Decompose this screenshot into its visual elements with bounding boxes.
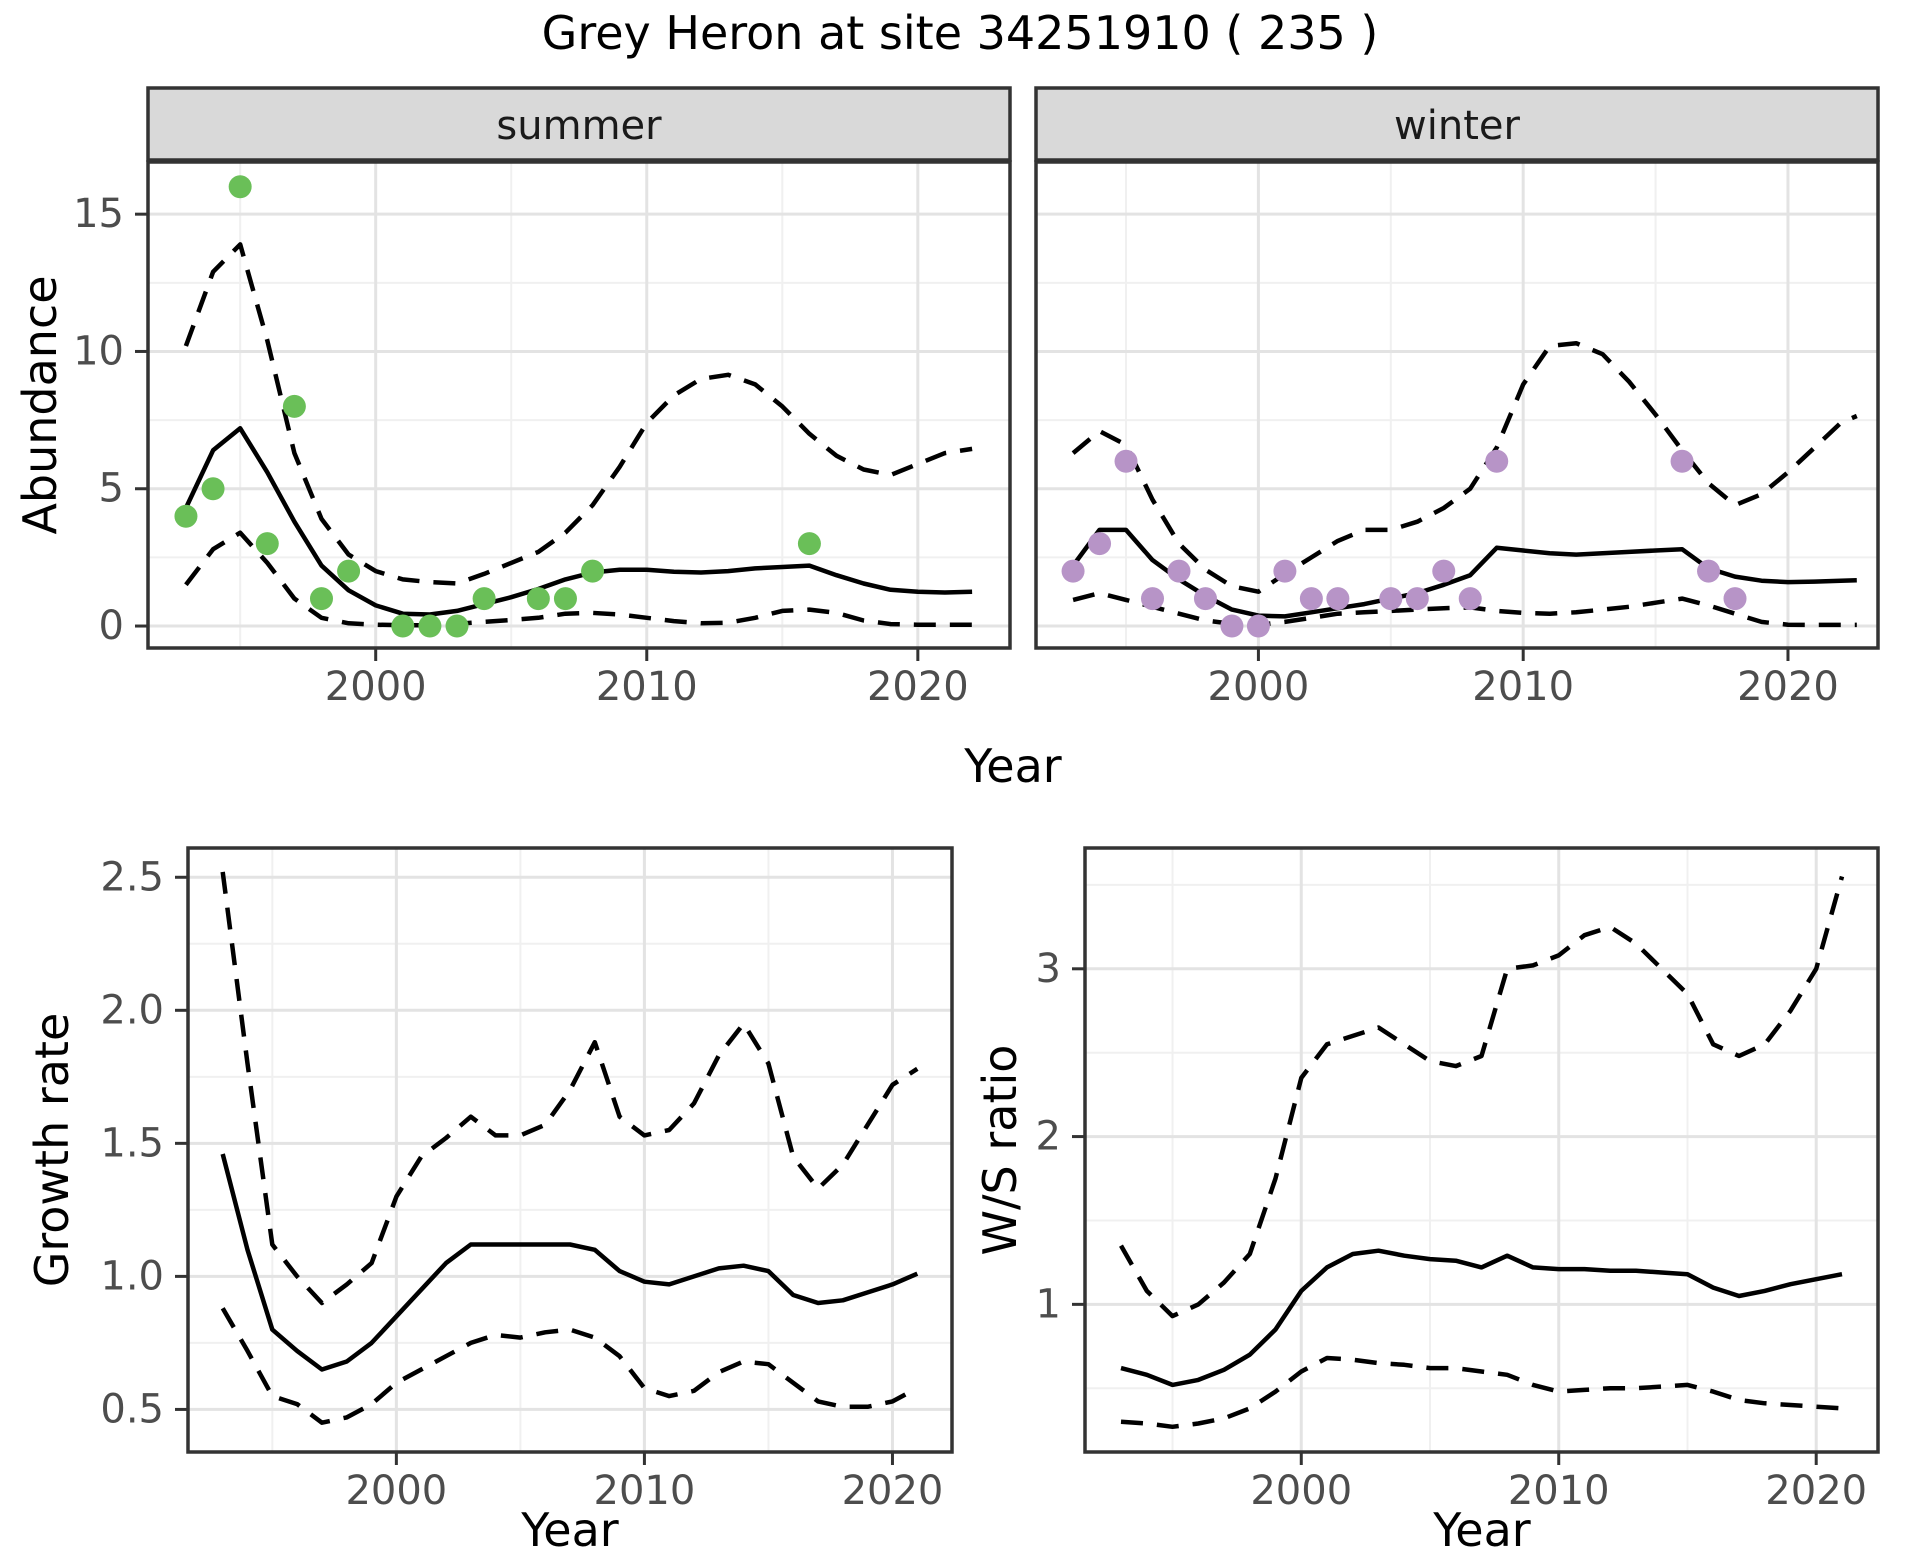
facet-strip-label: summer (496, 103, 662, 149)
abundance-summer-series (174, 175, 973, 638)
data-point (1167, 559, 1191, 583)
abundance-winter-panel: winter 2000 2010 2020 (1034, 86, 1880, 710)
x-axis-title-year-bottom-right: Year (1433, 1503, 1531, 1557)
panel-background (188, 848, 952, 1452)
data-point (445, 614, 469, 638)
panel-border (1083, 846, 1880, 1454)
x-tick-label: 2000 (325, 664, 427, 710)
x-tick-label: 2010 (1508, 1468, 1610, 1514)
data-point (1246, 614, 1270, 638)
y-axis-title-growth-rate: Growth rate (25, 1012, 79, 1288)
y-tick-label: 2.5 (100, 854, 164, 900)
panel-background (1036, 162, 1878, 648)
plot-title: Grey Heron at site 34251910 ( 235 ) (541, 6, 1379, 60)
abundance-summer-panel: summer 2000 2010 2020 0 5 10 15 (73, 86, 1012, 710)
ws-ratio-panel: 2000 2010 2020 1 2 3 (1036, 846, 1880, 1514)
data-point (581, 559, 605, 583)
panel-background (1085, 848, 1878, 1452)
fit-line (220, 1153, 919, 1372)
panel-border (146, 160, 1012, 650)
data-point (1405, 587, 1429, 611)
ws-ratio-series (1119, 875, 1845, 1430)
data-point (337, 559, 361, 583)
data-point (1299, 587, 1323, 611)
facet-strip-label: winter (1394, 103, 1520, 149)
x-tick-label: 2020 (867, 664, 969, 710)
data-point (1114, 449, 1138, 473)
x-tick-label: 2010 (594, 1468, 696, 1514)
x-tick-label: 2020 (842, 1468, 944, 1514)
y-tick-label: 5 (99, 466, 124, 512)
data-point (391, 614, 415, 638)
data-point (1432, 559, 1456, 583)
upper_ci-line (1119, 875, 1845, 1319)
fit-line (183, 426, 973, 617)
data-point (282, 394, 306, 418)
y-tick-label: 1 (1036, 1281, 1061, 1327)
panel-border (186, 846, 954, 1454)
y-axis-title-ws-ratio: W/S ratio (973, 1044, 1027, 1256)
data-point (418, 614, 442, 638)
x-tick-label: 2020 (1737, 664, 1839, 710)
y-tick-label: 0.5 (100, 1386, 164, 1432)
y-tick-label: 10 (73, 328, 124, 374)
data-point (1379, 587, 1403, 611)
data-point (1273, 559, 1297, 583)
data-point (201, 477, 225, 501)
y-tick-label: 1.0 (100, 1253, 164, 1299)
data-point (1061, 559, 1085, 583)
y-tick-label: 3 (1036, 946, 1061, 992)
x-tick-label: 2020 (1765, 1468, 1867, 1514)
data-point (472, 587, 496, 611)
upper_ci-line (1071, 340, 1858, 594)
x-tick-label: 2010 (1472, 664, 1574, 710)
growth-rate-panel: 2000 2010 2020 0.5 1.0 1.5 2.0 2.5 (100, 846, 954, 1514)
fit-line (1120, 1248, 1843, 1388)
facet-strip (146, 86, 1012, 162)
y-tick-label: 2 (1036, 1114, 1061, 1160)
x-tick-label: 2010 (596, 664, 698, 710)
x-tick-label: 2000 (1208, 664, 1310, 710)
data-point (1697, 559, 1721, 583)
x-axis-title-year-bottom-left: Year (521, 1503, 619, 1557)
data-point (1088, 532, 1112, 556)
growth-rate-series (220, 871, 919, 1425)
y-tick-label: 15 (73, 191, 124, 237)
data-point (309, 587, 333, 611)
data-point (1723, 587, 1747, 611)
data-point (1458, 587, 1482, 611)
x-tick-label: 2000 (345, 1468, 447, 1514)
upper_ci-line (183, 242, 973, 586)
panel-border (1034, 160, 1880, 650)
y-axis-title-abundance: Abundance (13, 275, 67, 535)
lower_ci-line (220, 1307, 919, 1425)
facet-strip (1034, 86, 1880, 162)
data-point (553, 587, 577, 611)
data-point (255, 532, 279, 556)
y-tick-label: 1.5 (100, 1120, 164, 1166)
data-point (1485, 449, 1509, 473)
data-point (1670, 449, 1694, 473)
lower_ci-line (1120, 1355, 1843, 1430)
data-point (1326, 587, 1350, 611)
data-point (1193, 587, 1217, 611)
x-tick-label: 2000 (1250, 1468, 1352, 1514)
data-point (797, 532, 821, 556)
data-point (526, 587, 550, 611)
upper_ci-line (220, 871, 919, 1306)
y-tick-label: 2.0 (100, 987, 164, 1033)
data-point (228, 175, 252, 199)
lower_ci-line (184, 530, 973, 628)
abundance-winter-series (1061, 340, 1858, 638)
data-point (1220, 614, 1244, 638)
data-point (1141, 587, 1165, 611)
y-tick-label: 0 (99, 603, 124, 649)
data-point (174, 504, 198, 528)
x-axis-title-year-top: Year (964, 739, 1062, 793)
